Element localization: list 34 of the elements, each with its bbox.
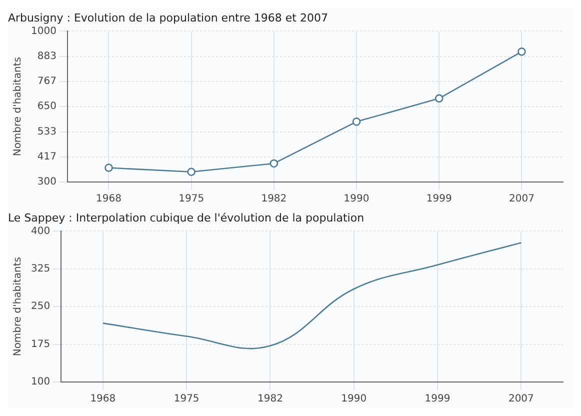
chart-title: Arbusigny : Evolution de la population entre 1968 et 2007 bbox=[8, 11, 328, 24]
chart-title: Le Sappey : Interpolation cubique de l'évolution de la population bbox=[8, 211, 364, 224]
x-tick-label: 1990 bbox=[341, 394, 367, 405]
x-tick-label: 2007 bbox=[508, 194, 534, 205]
point bbox=[187, 168, 196, 176]
y-axis-title: Nombre d'habitants bbox=[12, 257, 24, 356]
y-tick-label: 250 bbox=[30, 301, 50, 312]
y-tick-label: 100 bbox=[30, 376, 50, 388]
point bbox=[518, 48, 526, 56]
y-tick-label: 400 bbox=[30, 226, 50, 237]
x-tick-label: 1975 bbox=[178, 194, 204, 205]
x-tick-label: 1999 bbox=[424, 394, 450, 405]
y-tick-label: 883 bbox=[37, 51, 56, 62]
y-tick-label: 300 bbox=[37, 176, 56, 188]
y-tick-label: 650 bbox=[37, 101, 56, 112]
x-tick-label: 1968 bbox=[96, 194, 122, 205]
y-axis-title: Nombre d'habitants bbox=[12, 57, 24, 156]
y-tick-label: 175 bbox=[30, 338, 50, 350]
x-tick-label: 1982 bbox=[257, 394, 283, 405]
y-tick-label: 417 bbox=[37, 151, 56, 162]
x-tick-label: 1982 bbox=[261, 194, 287, 205]
x-tick-label: 1999 bbox=[426, 194, 452, 205]
point bbox=[104, 164, 113, 172]
x-tick-label: 2007 bbox=[508, 394, 534, 405]
y-tick-label: 1000 bbox=[30, 26, 56, 37]
x-tick-label: 1990 bbox=[344, 194, 370, 205]
point bbox=[434, 94, 444, 103]
point bbox=[352, 118, 361, 126]
point bbox=[270, 159, 278, 168]
y-tick-label: 325 bbox=[30, 263, 50, 274]
x-tick-label: 1968 bbox=[90, 394, 116, 405]
y-tick-label: 533 bbox=[37, 126, 56, 138]
x-tick-label: 1975 bbox=[174, 394, 200, 405]
y-tick-label: 767 bbox=[37, 76, 56, 87]
